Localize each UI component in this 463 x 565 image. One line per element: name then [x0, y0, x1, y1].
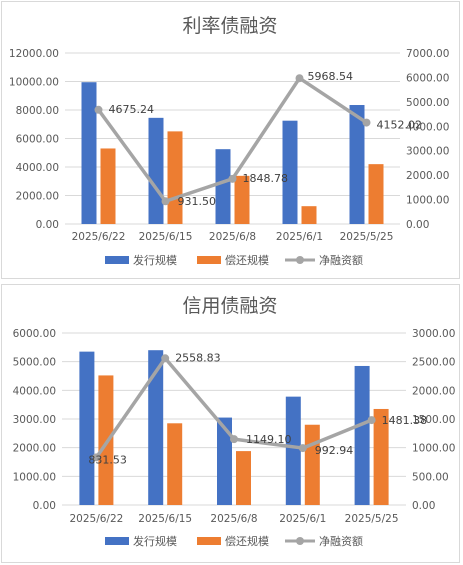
y-tick-right: 1500.00	[412, 414, 455, 426]
net-financing-point	[228, 174, 237, 183]
bar-repayment	[98, 375, 114, 505]
legend-label: 偿还规模	[225, 253, 269, 267]
y-tick-left: 8000.00	[16, 105, 59, 117]
bar-issuance	[285, 396, 301, 505]
y-tick-right: 500.00	[412, 471, 449, 483]
y-tick-left: 6000.00	[13, 328, 56, 340]
legend-label: 净融资额	[319, 253, 363, 267]
x-tick-label: 2025/6/1	[276, 231, 323, 243]
legend-swatch	[105, 537, 129, 545]
x-tick-label: 2025/5/25	[345, 513, 399, 525]
y-tick-right: 7000.00	[406, 48, 449, 60]
legend-label: 净融资额	[319, 534, 363, 548]
y-tick-right: 5000.00	[406, 97, 449, 109]
legend-swatch	[197, 537, 221, 545]
chart-rates-svg: 利率债融资 0.00 2000.00 4000.00 6000.00 8000.00 10…	[9, 15, 450, 267]
bar-repayment	[301, 206, 317, 224]
data-label: 4152.02	[377, 119, 423, 132]
bar-repayment	[373, 408, 389, 505]
bar-issuance	[79, 351, 95, 505]
net-financing-point	[298, 444, 307, 453]
y-tick-left: 0.00	[33, 500, 56, 512]
bar-repayment	[236, 451, 251, 505]
data-label: 992.94	[315, 444, 354, 457]
y-tick-left: 6000.00	[16, 134, 59, 146]
y-tick-left: 4000.00	[16, 162, 59, 174]
x-tick-label: 2025/6/8	[209, 231, 256, 243]
x-tick-label: 2025/6/15	[139, 231, 193, 243]
y-tick-left: 12000.00	[9, 48, 59, 60]
y-tick-right: 0.00	[412, 500, 435, 512]
x-tick-label: 2025/6/22	[72, 231, 126, 243]
chart-panel-rates: 利率债融资 0.00 2000.00 4000.00 6000.00 8000.00 10…	[1, 1, 460, 279]
data-label: 2558.83	[175, 351, 221, 364]
bar-issuance	[148, 117, 164, 224]
bar-issuance	[148, 350, 164, 505]
data-label: 1149.10	[246, 433, 292, 446]
bar-issuance	[81, 82, 97, 225]
y-tick-right: 0.00	[406, 219, 429, 231]
data-label: 4675.24	[109, 103, 155, 116]
bar-repayment	[234, 175, 250, 224]
chart-panel-credit: 信用债融资 0.00 1000.00 2000.00 3000.00 4000.00 50…	[1, 284, 460, 563]
y-tick-right: 2000.00	[406, 170, 449, 182]
y-tick-left: 5000.00	[13, 357, 56, 369]
y-tick-right: 4000.00	[406, 121, 449, 133]
legend-swatch	[105, 256, 129, 264]
y-tick-right: 6000.00	[406, 72, 449, 84]
net-financing-point	[161, 354, 170, 363]
net-financing-point	[367, 416, 376, 425]
net-financing-point	[161, 197, 170, 206]
y-tick-right: 2000.00	[412, 385, 455, 397]
net-financing-point	[362, 118, 371, 127]
data-label: 1481.38	[382, 414, 428, 427]
data-label: 831.53	[88, 453, 127, 466]
legend-swatch	[197, 256, 221, 264]
legend-label: 偿还规模	[225, 534, 269, 548]
y-tick-left: 2000.00	[16, 191, 59, 203]
x-tick-label: 2025/6/8	[210, 513, 257, 525]
bar-repayment	[304, 424, 320, 505]
y-tick-right: 2500.00	[412, 357, 455, 369]
x-tick-label: 2025/6/22	[69, 513, 123, 525]
bar-issuance	[282, 120, 298, 224]
y-tick-left: 3000.00	[13, 414, 56, 426]
bar-issuance	[349, 105, 365, 224]
y-tick-left: 4000.00	[13, 385, 56, 397]
net-financing-point	[94, 105, 103, 114]
net-financing-point	[295, 74, 304, 83]
y-tick-right: 1000.00	[406, 195, 449, 207]
bar-issuance	[217, 417, 232, 505]
y-tick-right: 1000.00	[412, 443, 455, 455]
y-tick-left: 1000.00	[13, 471, 56, 483]
y-tick-right: 3000.00	[412, 328, 455, 340]
bar-issuance	[354, 365, 370, 505]
y-tick-left: 0.00	[36, 219, 59, 231]
legend-marker	[296, 537, 304, 545]
chart-credit-svg: 信用债融资 0.00 1000.00 2000.00 3000.00 4000.00 50…	[13, 295, 456, 548]
y-tick-right: 3000.00	[406, 146, 449, 158]
y-tick-left: 2000.00	[13, 443, 56, 455]
data-label: 931.50	[178, 195, 217, 208]
data-label: 5968.54	[308, 70, 354, 83]
bar-repayment	[167, 423, 183, 505]
legend-marker	[296, 256, 304, 264]
bar-repayment	[167, 131, 183, 224]
data-label: 1848.78	[243, 172, 289, 185]
legend-label: 发行规模	[133, 534, 177, 548]
bar-issuance	[215, 149, 231, 224]
legend-label: 发行规模	[133, 253, 177, 267]
x-tick-label: 2025/6/1	[279, 513, 326, 525]
chart-title: 信用债融资	[182, 295, 277, 317]
chart-title: 利率债融资	[182, 15, 277, 37]
x-tick-label: 2025/5/25	[340, 231, 394, 243]
y-tick-left: 10000.00	[9, 77, 59, 89]
net-financing-point	[92, 453, 101, 462]
x-tick-label: 2025/6/15	[138, 513, 192, 525]
bar-repayment	[368, 164, 384, 224]
net-financing-point	[230, 435, 238, 444]
bar-repayment	[100, 148, 116, 224]
